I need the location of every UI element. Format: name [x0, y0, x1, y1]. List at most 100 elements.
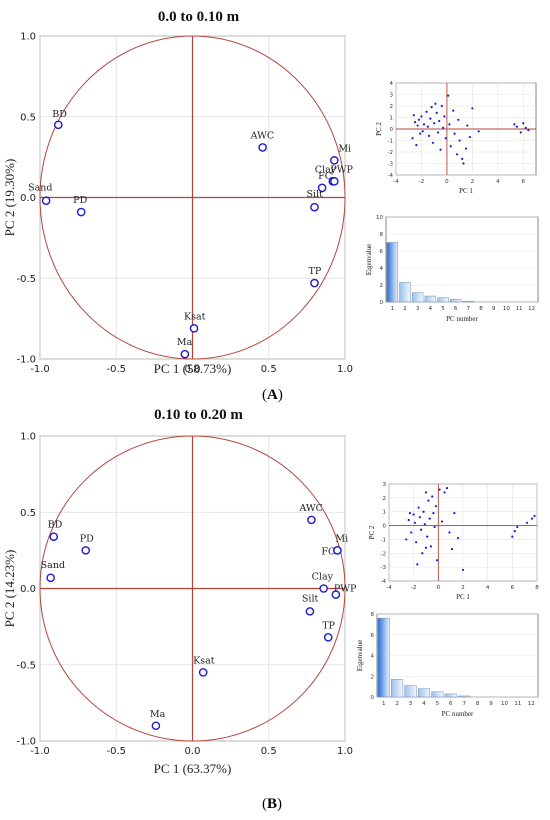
- panel-a-score-point: [519, 131, 522, 134]
- panel-a-score-point: [425, 110, 428, 113]
- panel-a-scores-y-tick: -3: [388, 162, 394, 168]
- panel-b-score-point: [423, 523, 426, 526]
- panel-label-a-close: ): [277, 387, 283, 403]
- panel-b-scree-x-tick: 12: [528, 701, 535, 707]
- panel-a-score-point: [417, 118, 421, 121]
- panel-a-score-point: [447, 94, 450, 97]
- panel-label-a: (A): [262, 387, 283, 404]
- panel-b-scree-bar: [391, 679, 404, 698]
- panel-label-b-open: (: [262, 796, 267, 812]
- panel-a-score-point: [449, 145, 452, 148]
- panel-b-point-pwp: [331, 590, 341, 599]
- panel-a-scores-x-tick: 2: [471, 179, 475, 185]
- panel-b-scores-y-tick: -2: [381, 551, 386, 557]
- panel-b-scree-x-label: PC number: [442, 710, 474, 718]
- panel-a-x-tick-label: -0.5: [106, 364, 126, 375]
- panel-b-point-clay: [319, 584, 328, 593]
- panel-b-scores-y-tick: -1: [381, 537, 386, 543]
- panel-b-scree-x-tick: 6: [449, 701, 453, 707]
- panel-b-score-point: [433, 525, 436, 529]
- panel-a-point-ksat: [189, 324, 199, 333]
- panel-b-score-point: [440, 520, 444, 523]
- panel-a-scores-y-label: PC 2: [375, 122, 383, 136]
- panel-a-point-fc: [317, 183, 327, 193]
- panel-a-score-point: [477, 130, 480, 133]
- panel-b-score-point: [424, 491, 428, 494]
- panel-label-a-letter: A: [267, 387, 278, 403]
- panel-a-score-point: [466, 124, 469, 127]
- panel-a-score-point: [452, 109, 455, 112]
- panel-a-scree-x-tick: 2: [403, 306, 407, 312]
- panel-a-scores-x-tick: 6: [522, 179, 526, 185]
- panel-a-point-ma: [180, 349, 190, 359]
- panel-b-point-label-pd: PD: [80, 533, 94, 544]
- panel-b-score-point: [417, 506, 420, 509]
- panel-b-scree-bar: [417, 688, 430, 698]
- panel-b-loadings-plot: -1.0 -0.5 0.0 0.5 1.0 1.0 0.5 0.0 -0.5 -1.0 BD PD Sa…: [16, 432, 357, 758]
- panel-b-point-label-clay: Clay: [312, 572, 334, 583]
- panel-a-scree-x-tick: 10: [503, 306, 510, 312]
- panel-a-scree-x-tick: 8: [479, 306, 483, 312]
- panel-a-point-label-ma: Ma: [177, 337, 193, 348]
- panel-a-score-point: [458, 139, 461, 142]
- panel-a-scree-x-tick: 4: [429, 306, 433, 312]
- panel-a-point-label-pwp: PWP: [330, 164, 353, 175]
- panel-b-scree-y-tick: 8: [371, 612, 375, 618]
- panel-a-scree-x-tick: 1: [391, 306, 395, 312]
- panel-b-point-label-mi: Mi: [335, 533, 348, 544]
- panel-a-x-tick-label: 1.0: [337, 364, 353, 375]
- panel-b-point-ma: [151, 721, 161, 731]
- panel-a-scree-x-tick: 6: [454, 306, 458, 312]
- panel-a-scree-x-tick: 7: [467, 306, 471, 312]
- panel-a-scree-y-tick: 6: [380, 249, 384, 255]
- panel-a-score-point: [527, 129, 530, 132]
- panel-a-point-mi: [330, 156, 339, 165]
- panel-b-scree-y-tick: 0: [371, 695, 375, 701]
- panel-a-scree-bar: [411, 292, 424, 303]
- panel-b-scree-x-tick: 4: [422, 701, 426, 707]
- panel-a-scores-inset: -4 -2 0 2 4 6 4 3 2 1 0 -1 -2 -3 -4 PC 1 PC 2: [375, 81, 537, 195]
- panel-a-point-label-clay: Clay: [315, 164, 337, 175]
- panel-a-point-pwp: [330, 177, 339, 186]
- panel-b-scores-x-tick: -2: [411, 585, 416, 591]
- panel-b-scores-y-tick: 1: [383, 510, 387, 516]
- panel-b-score-point: [453, 511, 456, 515]
- panel-b-scree-y-tick: 6: [371, 633, 375, 639]
- panel-b-score-point: [405, 538, 408, 541]
- panel-b-scores-y-tick: 3: [383, 482, 387, 488]
- panel-a-scree-frame: [385, 216, 539, 303]
- panel-a-point-sand: [41, 196, 51, 206]
- panel-a-score-point: [413, 121, 417, 124]
- panel-b-score-point: [461, 568, 465, 572]
- panel-b-score-point: [407, 518, 410, 522]
- panel-b-x-tick-label: 0.5: [261, 746, 277, 757]
- panel-b-score-point: [456, 536, 460, 540]
- panel-a-score-point: [427, 134, 431, 137]
- panel-b-point-pd: [81, 546, 91, 555]
- panel-a-score-point: [429, 117, 432, 120]
- panel-a-scree-y-tick: 4: [380, 266, 384, 272]
- panel-a-score-point: [524, 126, 527, 129]
- panel-b-y-tick-label: 0.0: [20, 584, 36, 595]
- panel-b-scree-x-tick: 9: [489, 701, 493, 707]
- panel-b-score-point: [438, 488, 441, 491]
- panel-a-score-point: [522, 122, 525, 125]
- panel-a-score-point: [421, 130, 424, 133]
- panel-b-score-point: [443, 491, 446, 494]
- panel-a-scores-x-tick: -4: [393, 179, 399, 185]
- panel-b-scree-bar: [377, 617, 390, 698]
- panel-a-point-label-ksat: Ksat: [184, 311, 206, 322]
- panel-a-score-point: [515, 125, 519, 128]
- panel-a-score-point: [430, 106, 433, 109]
- panel-b-score-point: [513, 530, 516, 533]
- panel-a-score-point: [440, 104, 443, 108]
- panel-a-scores-x-tick: 4: [496, 179, 500, 185]
- panel-a-scores-y-tick: 0: [390, 127, 394, 133]
- panel-a-score-point: [419, 132, 422, 135]
- panel-b-y-tick-label: 0.5: [20, 508, 36, 519]
- panel-a-score-point: [443, 115, 446, 118]
- panel-a-y-tick-label: -0.5: [16, 274, 36, 285]
- panel-b-scores-x-tick: 6: [511, 585, 515, 591]
- panel-b-score-point: [450, 548, 453, 551]
